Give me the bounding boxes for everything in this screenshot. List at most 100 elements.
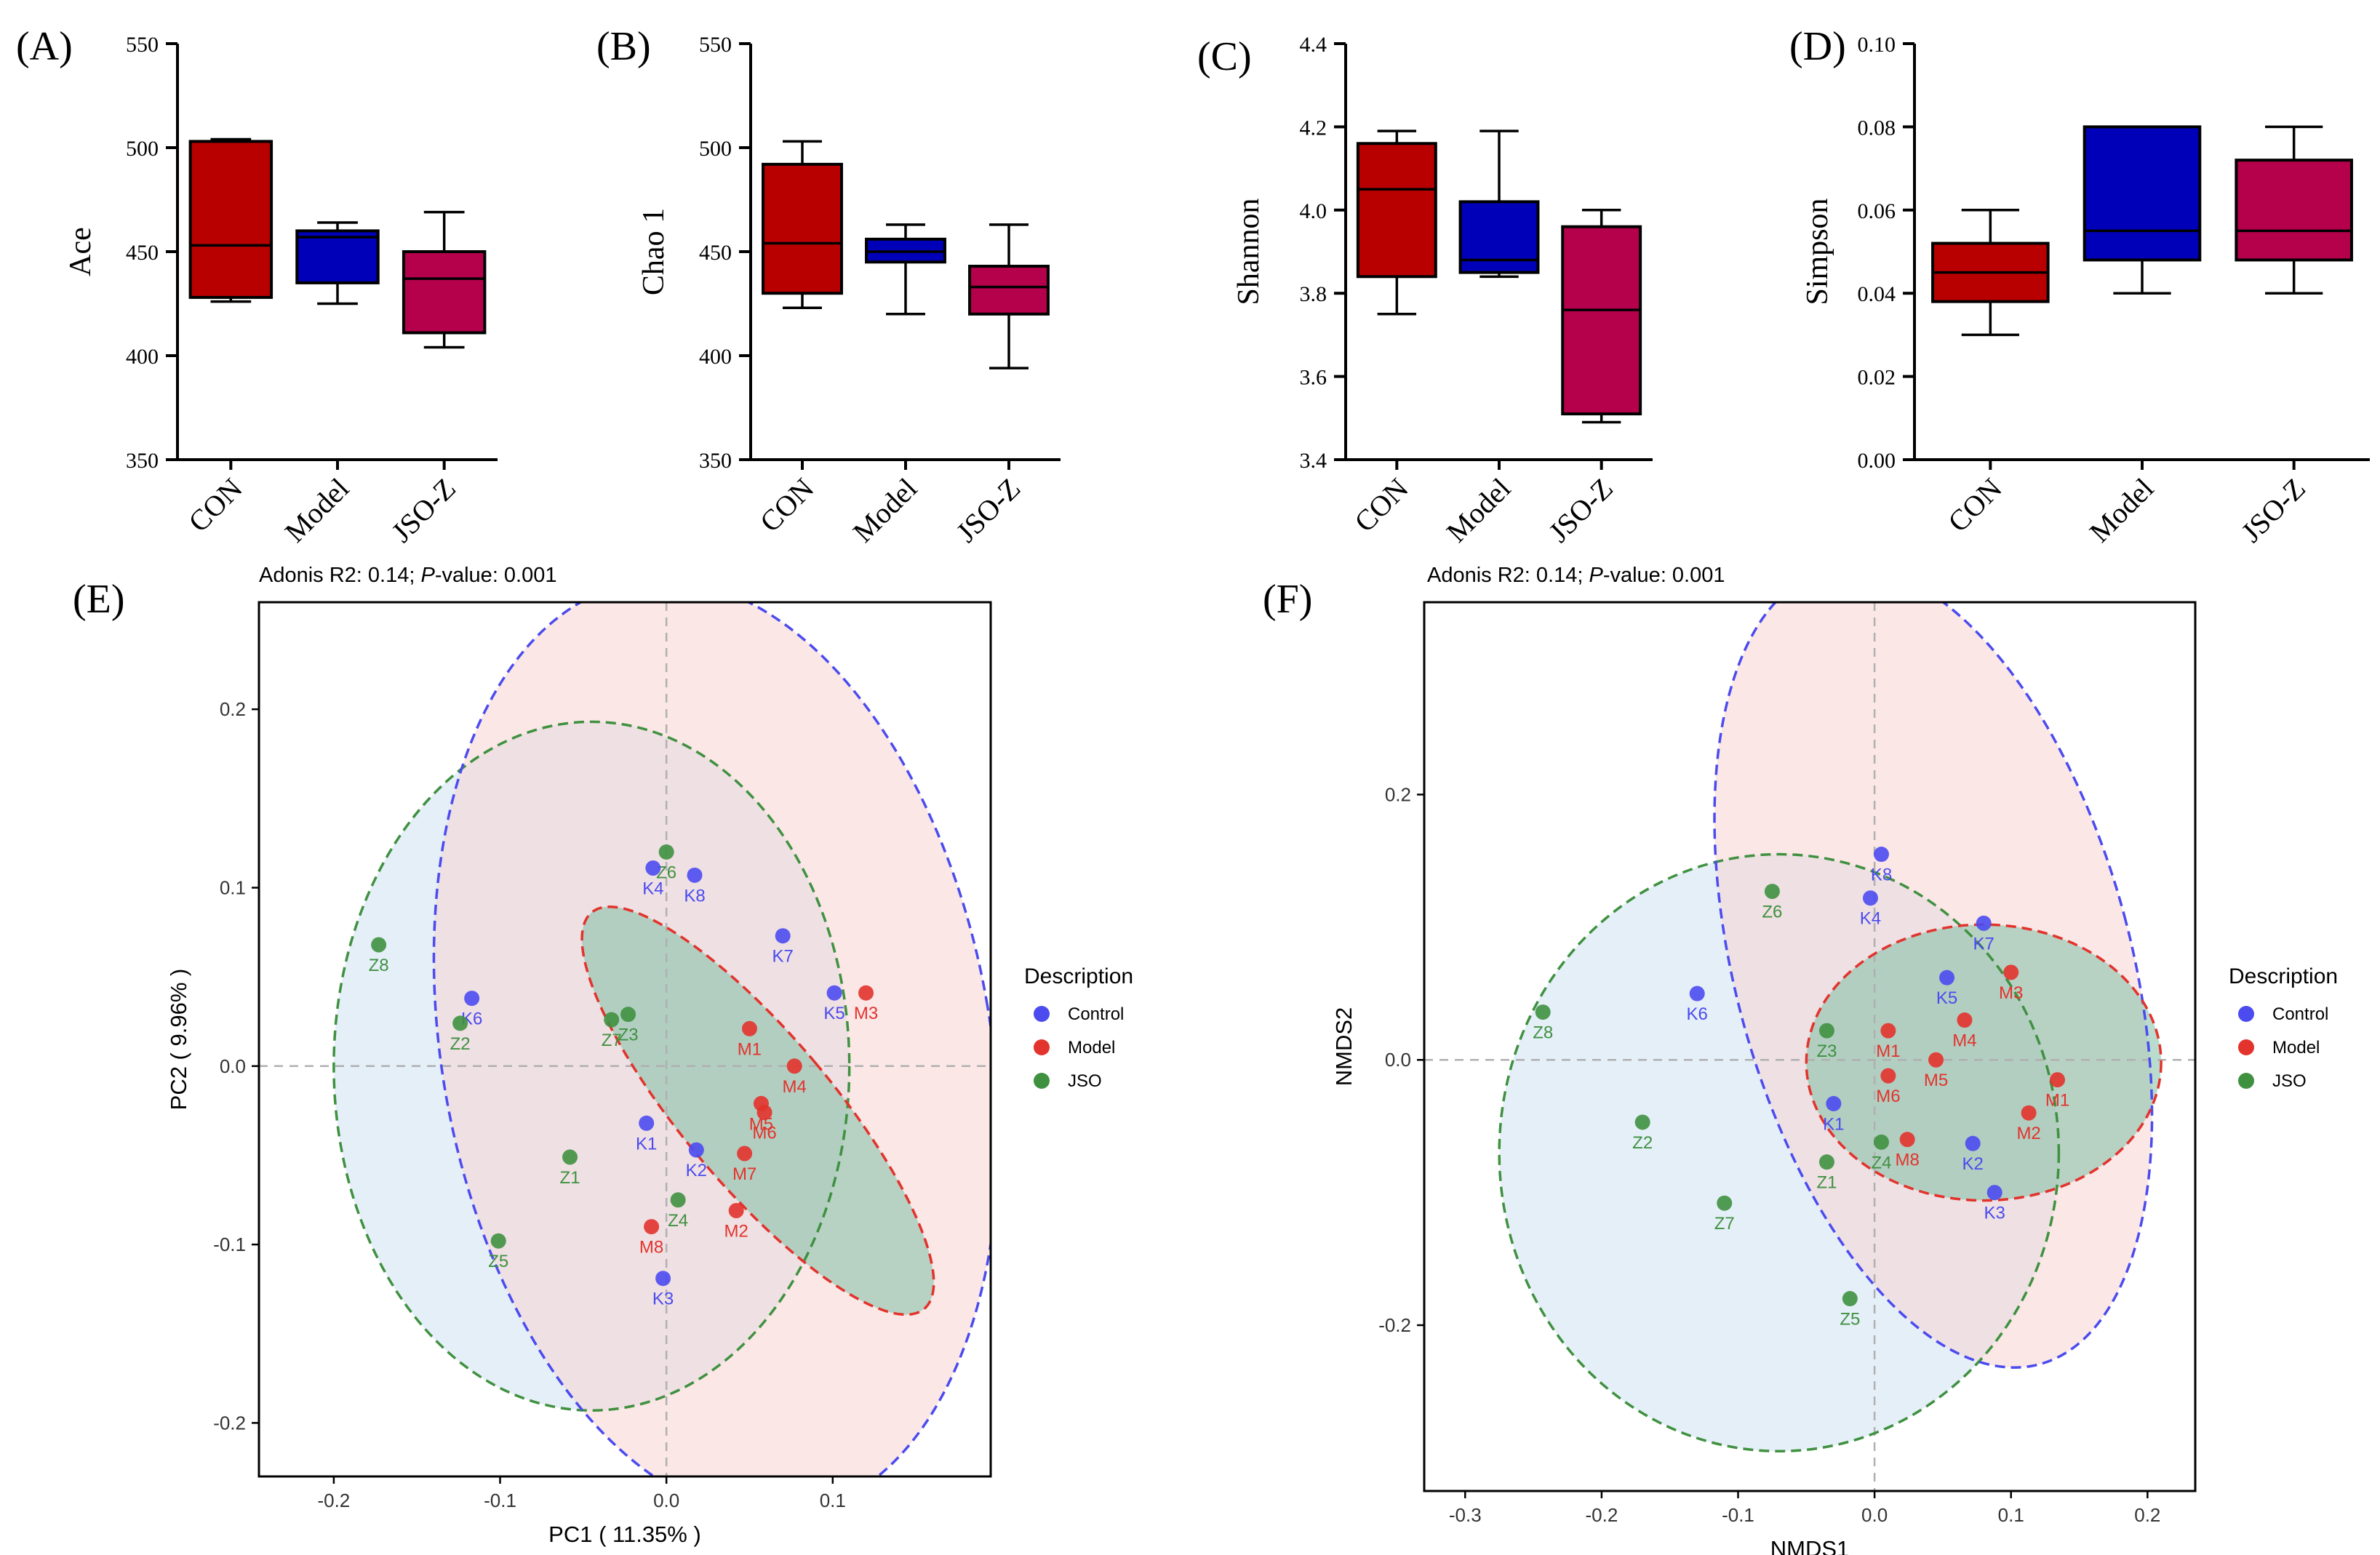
sample-point-Z2: Z2 (450, 1015, 471, 1054)
adonis-title: Adonis R2: 0.14; P-value: 0.001 (259, 564, 557, 587)
y-tick-label: -0.2 (213, 1412, 246, 1434)
y-tick-label: 0.10 (1858, 33, 1896, 57)
box-iqr (1561, 225, 1642, 416)
point-marker (737, 1146, 753, 1162)
y-tick-label: 0.04 (1858, 282, 1896, 306)
ellipse-outline-Control (432, 602, 991, 1476)
sample-point-K2: K2 (686, 1142, 707, 1180)
point-label: M6 (752, 1124, 776, 1143)
point-label: Z1 (560, 1168, 580, 1188)
y-tick-label: 400 (126, 345, 159, 369)
title-prefix: Adonis R2: 0.14; (259, 564, 420, 587)
x-tick-label: 0.0 (653, 1490, 679, 1511)
sample-point-K3: K3 (1984, 1185, 2005, 1223)
y-tick-label: 350 (126, 449, 159, 473)
point-marker (1634, 1114, 1650, 1130)
point-label: Z4 (1871, 1153, 1891, 1172)
point-label: K1 (1823, 1114, 1844, 1134)
point-marker (1862, 890, 1878, 906)
point-label: M4 (1952, 1031, 1976, 1051)
point-label: K7 (772, 947, 794, 967)
y-tick-label: -0.1 (213, 1234, 246, 1255)
point-label: K5 (1936, 988, 1957, 1008)
point-marker (786, 1058, 802, 1074)
title-p: P (420, 564, 435, 587)
sample-point-K3: K3 (652, 1271, 674, 1309)
box-JSO-Z (1561, 209, 1642, 424)
sample-point-M4: M4 (783, 1058, 807, 1097)
point-marker (1818, 1154, 1834, 1170)
panel-label: (D) (1789, 24, 1846, 69)
point-marker (670, 1192, 686, 1208)
title-suffix: -value: 0.001 (435, 564, 557, 587)
y-tick-label: 4.2 (1300, 116, 1327, 140)
y-tick-label: 500 (699, 137, 732, 161)
boxplot-panel-B: (B) 350 400 450 500 550 Chao 1 CON Model JSO-Z (596, 24, 1061, 548)
y-tick-label: 350 (699, 449, 732, 473)
point-label: K2 (686, 1161, 707, 1180)
y-axis-label: NMDS2 (1331, 1007, 1357, 1087)
legend-marker-model (1034, 1039, 1050, 1055)
x-tick-label: Model (847, 472, 924, 549)
y-axis-label: PC2 ( 9.96% ) (166, 969, 191, 1111)
y-tick-label: -0.2 (1378, 1314, 1411, 1336)
point-marker (490, 1233, 506, 1249)
y-tick-label: 550 (126, 33, 159, 57)
x-tick-label: -0.2 (1585, 1504, 1618, 1526)
legend-marker-jso (2238, 1073, 2254, 1089)
legend-label-model: Model (2272, 1038, 2320, 1058)
legend-label-control: Control (2272, 1004, 2328, 1024)
sample-point-Z1: Z1 (560, 1149, 580, 1188)
box-Model (1458, 129, 1540, 279)
point-marker (1717, 1195, 1733, 1211)
point-marker (464, 991, 480, 1007)
point-marker (452, 1015, 468, 1031)
sample-point-M6: M6 (1876, 1068, 1901, 1106)
point-marker (687, 867, 703, 883)
legend-marker-jso (1034, 1073, 1050, 1089)
point-label: Z6 (1762, 903, 1782, 922)
sample-point-M8: M8 (639, 1219, 663, 1258)
point-marker (2021, 1105, 2037, 1121)
x-tick-label: JSO-Z (950, 472, 1027, 549)
legend-label-jso: JSO (1068, 1071, 1102, 1091)
box-iqr (762, 162, 843, 295)
point-label: K8 (1871, 866, 1892, 885)
point-label: Z8 (369, 956, 389, 975)
point-label: M6 (1876, 1087, 1900, 1106)
y-tick-label: 450 (126, 241, 159, 265)
sample-point-Z3: Z3 (1816, 1023, 1837, 1061)
sample-point-K8: K8 (684, 867, 706, 906)
point-label: Z8 (1533, 1023, 1553, 1043)
box-Model (2082, 125, 2202, 295)
point-marker (371, 937, 387, 953)
x-tick-label: Model (279, 472, 356, 549)
y-axis-label: Ace (64, 227, 97, 276)
x-tick-label: 0.1 (820, 1490, 846, 1511)
panel-label: (F) (1263, 577, 1312, 622)
x-tick-label: CON (754, 472, 820, 539)
plot-frame (1423, 601, 2197, 1492)
x-tick-label: JSO-Z (1542, 472, 1619, 549)
point-marker (1939, 970, 1955, 986)
sample-point-K2: K2 (1962, 1135, 1984, 1174)
box-CON (762, 140, 843, 309)
y-tick-label: 500 (126, 137, 159, 161)
point-marker (562, 1149, 578, 1165)
sample-point-Z6: Z6 (656, 844, 676, 882)
point-label: Z3 (1816, 1042, 1837, 1061)
point-marker (1986, 1185, 2002, 1201)
point-marker (620, 1007, 636, 1023)
title-prefix: Adonis R2: 0.14; (1427, 564, 1589, 587)
point-label: M1 (1876, 1042, 1900, 1061)
point-label: M1 (2045, 1091, 2069, 1111)
point-label: K4 (1860, 909, 1881, 929)
sample-point-M7: M7 (732, 1146, 756, 1184)
title-suffix: -value: 0.001 (1603, 564, 1725, 587)
box-CON (1356, 129, 1437, 316)
point-label: K6 (1687, 1004, 1708, 1024)
ellipse-outline-JSO (1498, 852, 2061, 1453)
point-label: M3 (854, 1004, 878, 1023)
